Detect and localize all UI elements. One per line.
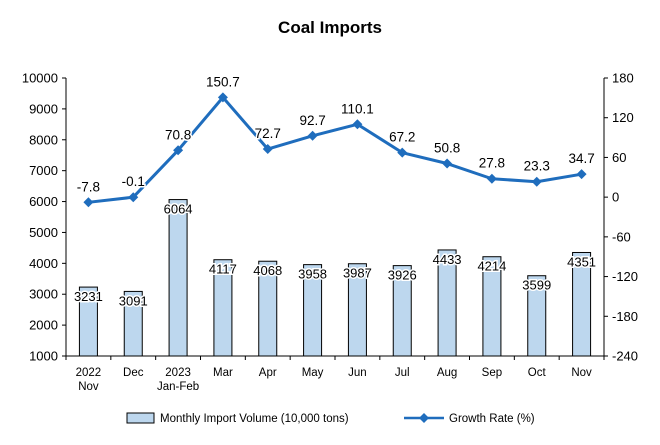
x-tick-label-3: Mar — [213, 367, 233, 379]
line-point-0 — [83, 197, 94, 208]
line-label-8: 50.8 — [434, 141, 460, 156]
right-tick-label: -240 — [612, 349, 638, 364]
bar-10 — [527, 275, 547, 357]
line-label-6: 110.1 — [341, 101, 374, 116]
x-tick-label-10: Oct — [528, 367, 547, 379]
line-label-2: 70.8 — [165, 127, 191, 142]
right-tick-label: -60 — [612, 229, 631, 244]
bar-label-8: 4433 — [433, 252, 462, 267]
bar-label-1: 3091 — [119, 293, 148, 308]
line-point-2 — [173, 145, 184, 156]
bar-label-4: 4068 — [253, 263, 282, 278]
line-point-11 — [576, 169, 587, 180]
x-tick-label-8: Aug — [437, 367, 457, 379]
left-tick-label: 7000 — [29, 163, 58, 178]
legend-bar-swatch — [126, 412, 155, 424]
right-tick-label: 120 — [612, 110, 634, 125]
line-label-9: 27.8 — [479, 156, 505, 171]
legend: Monthly Import Volume (10,000 tons) Growt… — [126, 412, 535, 425]
bar-6 — [347, 263, 367, 357]
legend-line-marker — [419, 413, 429, 423]
x-tick-label-11: Nov — [571, 367, 592, 379]
line-series — [83, 92, 587, 208]
left-tick-label: 5000 — [29, 225, 58, 240]
left-tick-label: 10000 — [22, 71, 58, 86]
left-tick-label: 8000 — [29, 132, 58, 147]
line-point-7 — [397, 147, 408, 158]
legend-line-label: Growth Rate (%) — [449, 413, 535, 425]
chart-title: Coal Imports — [278, 18, 382, 37]
bar-label-0: 3231 — [74, 289, 103, 304]
x-tick-label-9: Sep — [482, 367, 502, 379]
x-tick-label-1: Dec — [123, 367, 144, 379]
x-tick-label-5: May — [302, 367, 324, 379]
legend-bar-label: Monthly Import Volume (10,000 tons) — [160, 413, 349, 425]
line-label-3: 150.7 — [206, 74, 240, 89]
bar-0 — [78, 286, 98, 357]
line-point-3 — [217, 92, 228, 103]
left-tick-label: 3000 — [29, 287, 58, 302]
bar-series — [78, 199, 592, 357]
bar-11 — [572, 251, 592, 357]
bar-2 — [168, 199, 188, 357]
bar-data-labels: 3231 3091 6064 4117 4068 3958 3987 3926 4433 4214… — [72, 200, 597, 310]
right-tick-label: 0 — [612, 190, 619, 205]
bar-4 — [258, 260, 278, 357]
bar-label-11: 4351 — [567, 254, 596, 269]
line-label-5: 92.7 — [299, 113, 325, 128]
line-point-9 — [486, 173, 497, 184]
line-label-10: 23.3 — [524, 159, 550, 174]
right-tick-label: 180 — [612, 71, 634, 86]
x-tick-labels: 2022 Nov Dec 2023 Jan-Feb Mar Apr May Jun Jul Aug S… — [76, 367, 592, 393]
line-label-0: -7.8 — [77, 179, 100, 194]
line-point-4 — [262, 144, 273, 155]
x-tick-label-4: Apr — [259, 367, 277, 379]
growth-rate-line — [88, 95, 582, 204]
line-point-1 — [128, 192, 139, 203]
bar-label-7: 3926 — [388, 268, 417, 283]
line-point-6 — [352, 119, 363, 130]
bar-label-9: 4214 — [477, 259, 506, 274]
bar-3 — [213, 259, 233, 357]
bar-1 — [123, 290, 143, 357]
left-tick-label: 9000 — [29, 101, 58, 116]
right-tick-label: 60 — [612, 150, 626, 165]
bar-5 — [303, 264, 323, 357]
line-label-4: 72.7 — [255, 126, 281, 141]
bar-label-2: 6064 — [164, 202, 193, 217]
bar-9 — [482, 256, 502, 357]
line-point-5 — [307, 130, 318, 141]
left-tick-label: 6000 — [29, 194, 58, 209]
line-point-8 — [442, 158, 453, 169]
x-tick-label-7: Jul — [395, 367, 410, 379]
line-label-1: -0.1 — [122, 174, 145, 189]
left-tick-label: 2000 — [29, 318, 58, 333]
bar-8 — [437, 249, 457, 357]
bar-label-6: 3987 — [343, 266, 372, 281]
right-tick-label: -180 — [612, 309, 638, 324]
bar-7 — [392, 265, 412, 357]
x-tick-label-2: 2023 Jan-Feb — [157, 367, 199, 393]
line-point-10 — [531, 176, 542, 187]
bar-label-10: 3599 — [522, 278, 551, 293]
x-tick-label-0: 2022 Nov — [76, 367, 102, 393]
line-data-labels: -7.8 -0.1 70.8 150.7 72.7 92.7 110.1 67.2 50.8 27… — [75, 73, 596, 196]
x-tick-label-6: Jun — [348, 367, 367, 379]
line-label-11: 34.7 — [568, 151, 594, 166]
left-tick-label: 4000 — [29, 256, 58, 271]
bar-label-5: 3958 — [298, 267, 327, 282]
axes: 1000090008000700060005000400030002000100… — [22, 71, 638, 364]
line-label-7: 67.2 — [389, 130, 415, 145]
bar-label-3: 4117 — [209, 262, 237, 277]
right-tick-label: -120 — [612, 269, 638, 284]
left-tick-label: 1000 — [29, 349, 58, 364]
